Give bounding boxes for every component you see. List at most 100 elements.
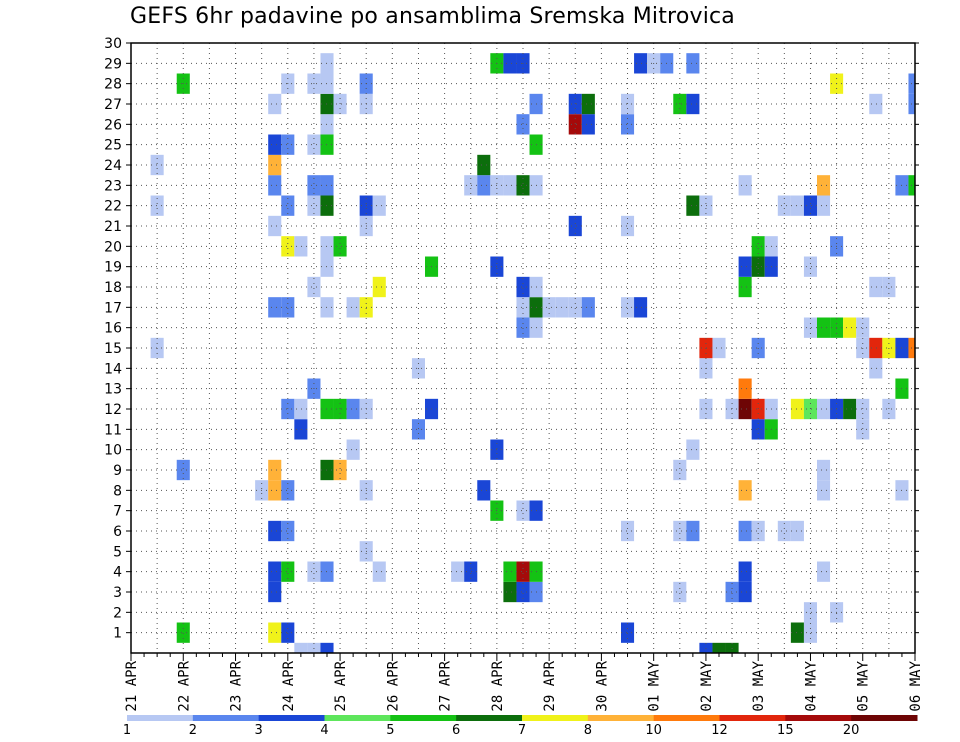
heatmap-cell: [346, 439, 360, 460]
heatmap-cell: [803, 317, 817, 338]
heatmap-cell: [777, 520, 791, 542]
legend-swatch: [719, 715, 786, 721]
heatmap-cell: [621, 215, 635, 237]
heatmap-cell: [725, 642, 739, 653]
heatmap-cell: [568, 297, 582, 318]
legend-label: 4: [320, 723, 328, 738]
heatmap-cell: [738, 480, 752, 501]
y-tick-label: 6: [113, 524, 122, 540]
y-tick-label: 28: [104, 77, 122, 93]
heatmap-cell: [372, 195, 386, 216]
legend-label: 10: [645, 723, 662, 738]
y-tick-label: 14: [104, 361, 122, 377]
heatmap-cell: [516, 114, 530, 135]
heatmap-cell: [621, 520, 635, 542]
heatmap-cell: [856, 337, 870, 359]
heatmap-cell: [320, 134, 334, 155]
legend-swatch: [258, 715, 325, 721]
heatmap-cell: [516, 500, 530, 521]
y-tick-label: 27: [104, 97, 122, 113]
heatmap-cell: [817, 398, 831, 420]
heatmap-cell: [320, 114, 334, 135]
heatmap-cell: [268, 480, 282, 501]
heatmap-cell: [320, 398, 334, 420]
legend-label: 8: [584, 723, 592, 738]
heatmap-cell: [790, 398, 804, 420]
heatmap-cell: [725, 581, 739, 603]
heatmap-cell: [503, 53, 517, 74]
y-tick-label: 4: [113, 565, 122, 581]
x-tick-label: 01 MAY: [647, 660, 663, 711]
heatmap-cell: [268, 215, 282, 237]
y-tick-label: 2: [113, 605, 122, 621]
heatmap-cell: [882, 337, 896, 359]
chart-title: GEFS 6hr padavine po ansamblima Sremska …: [130, 4, 735, 29]
heatmap-cell: [268, 93, 282, 115]
heatmap-cell: [803, 602, 817, 623]
heatmap-cell: [268, 134, 282, 155]
heatmap-cell: [464, 175, 478, 196]
x-tick-label: 29 APR: [542, 660, 558, 711]
y-tick-label: 16: [104, 321, 122, 337]
y-tick-label: 25: [104, 138, 122, 154]
heatmap-cell: [516, 561, 530, 582]
legend-swatch: [127, 715, 194, 721]
heatmap-cell: [294, 642, 308, 653]
heatmap-cell: [294, 398, 308, 420]
heatmap-cell: [621, 622, 635, 643]
y-tick-label: 19: [104, 260, 122, 276]
heatmap-cell: [738, 561, 752, 582]
heatmap-cell: [882, 276, 896, 298]
heatmap-cell: [581, 93, 595, 115]
heatmap-cell: [320, 73, 334, 94]
heatmap-cell: [281, 622, 295, 643]
y-tick-label: 30: [104, 36, 122, 52]
y-tick-label: 24: [104, 158, 122, 174]
heatmap-cell: [294, 236, 308, 257]
heatmap-cell: [555, 297, 569, 318]
heatmap-cell: [320, 195, 334, 216]
heatmap-cell: [581, 114, 595, 135]
y-tick-label: 22: [104, 199, 122, 215]
heatmap-cell: [294, 419, 308, 440]
heatmap-cell: [673, 520, 687, 542]
x-tick-label: 26 APR: [385, 660, 401, 711]
heatmap-cell: [503, 561, 517, 582]
heatmap-cell: [817, 195, 831, 216]
heatmap-cell: [673, 459, 687, 481]
heatmap-cell: [464, 561, 478, 582]
heatmap-cell: [281, 520, 295, 542]
heatmap-cell: [817, 317, 831, 338]
heatmap-cell: [712, 337, 726, 359]
heatmap-cell: [320, 236, 334, 257]
legend-label: 1: [123, 723, 131, 738]
heatmap-cell: [751, 520, 765, 542]
y-tick-label: 11: [104, 422, 122, 438]
heatmap-cell: [372, 561, 386, 582]
x-tick-label: 04 MAY: [804, 660, 820, 711]
heatmap-cell: [268, 561, 282, 582]
heatmap-cell: [346, 297, 360, 318]
heatmap-cell: [843, 317, 857, 338]
heatmap-cell: [686, 53, 700, 74]
x-tick-label: 06 MAY: [908, 660, 924, 711]
heatmap-cell: [320, 561, 334, 582]
legend-swatch: [192, 715, 260, 721]
y-tick-label: 21: [104, 219, 122, 235]
y-tick-label: 1: [113, 626, 122, 642]
heatmap-cell: [281, 236, 295, 257]
heatmap-cell: [738, 276, 752, 298]
heatmap-cell: [699, 195, 713, 216]
heatmap-cell: [411, 419, 425, 440]
y-tick-label: 20: [104, 239, 122, 255]
heatmap-cell: [281, 561, 295, 582]
legend-label: 3: [255, 723, 263, 738]
heatmap-cell: [581, 297, 595, 318]
heatmap-cell: [320, 256, 334, 277]
legend-label: 7: [518, 723, 526, 738]
heatmap-cell: [869, 337, 883, 359]
heatmap-cell: [568, 114, 582, 135]
legend-swatch: [522, 715, 589, 721]
heatmap-cell: [790, 622, 804, 643]
x-tick-label: 05 MAY: [856, 660, 872, 711]
